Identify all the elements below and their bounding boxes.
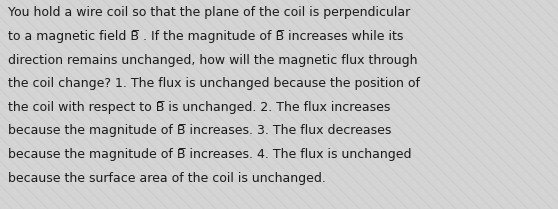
Text: the coil change? 1. The flux is unchanged because the position of: the coil change? 1. The flux is unchange… [8, 77, 420, 90]
Text: the coil with respect to B̅ is unchanged. 2. The flux increases: the coil with respect to B̅ is unchanged… [8, 101, 391, 114]
Text: because the magnitude of B̅ increases. 4. The flux is unchanged: because the magnitude of B̅ increases. 4… [8, 148, 412, 161]
Text: You hold a wire coil so that the plane of the coil is perpendicular: You hold a wire coil so that the plane o… [8, 6, 411, 19]
Text: to a magnetic field B̅ . If the magnitude of B̅ increases while its: to a magnetic field B̅ . If the magnitud… [8, 30, 404, 43]
Text: because the magnitude of B̅ increases. 3. The flux decreases: because the magnitude of B̅ increases. 3… [8, 124, 392, 137]
Text: direction remains unchanged, how will the magnetic flux through: direction remains unchanged, how will th… [8, 54, 418, 66]
Text: because the surface area of the coil is unchanged.: because the surface area of the coil is … [8, 172, 326, 185]
